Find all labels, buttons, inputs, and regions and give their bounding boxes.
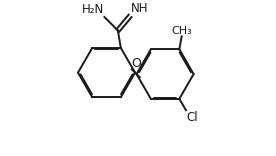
Text: O: O	[131, 57, 141, 70]
Text: NH: NH	[131, 2, 149, 15]
Text: Cl: Cl	[187, 111, 198, 124]
Text: CH₃: CH₃	[171, 26, 192, 36]
Text: H₂N: H₂N	[81, 3, 104, 16]
